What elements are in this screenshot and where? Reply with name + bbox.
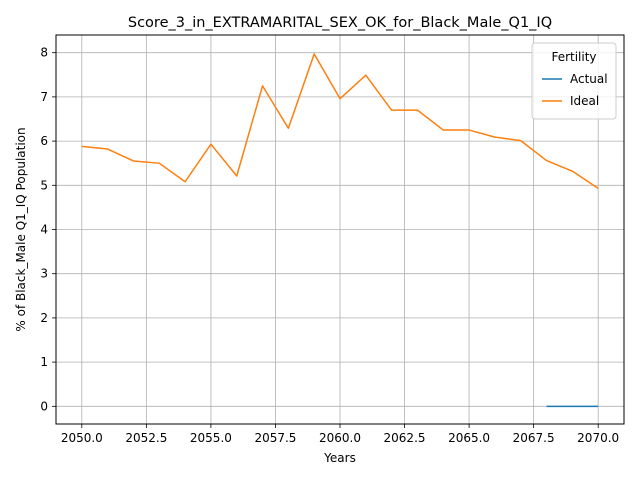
legend: Fertility Actual Ideal	[531, 42, 617, 120]
y-axis-label: % of Black_Male Q1_IQ Population	[14, 127, 28, 331]
chart-title: Score_3_in_EXTRAMARITAL_SEX_OK_for_Black…	[128, 15, 552, 31]
x-tick-label: 2057.5	[254, 431, 296, 445]
x-tick-label: 2050.0	[61, 431, 103, 445]
legend-box	[531, 42, 617, 120]
y-tick-label: 2	[40, 311, 48, 325]
y-tick-label: 7	[40, 90, 48, 104]
series-lines	[81, 53, 599, 408]
y-tick-label: 0	[40, 399, 48, 413]
x-tick-label: 2052.5	[125, 431, 167, 445]
legend-items: Actual Ideal	[542, 72, 608, 108]
x-tick-label: 2067.5	[513, 431, 555, 445]
x-axis-ticks: 2050.0 2052.5 2055.0 2057.5 2060.0 2062.5 2065…	[61, 424, 619, 445]
legend-title: Fertility	[551, 50, 596, 64]
x-axis-label: Years	[323, 451, 356, 465]
y-tick-label: 4	[40, 223, 48, 237]
y-tick-label: 1	[40, 355, 48, 369]
x-tick-label: 2062.5	[384, 431, 426, 445]
x-tick-label: 2055.0	[190, 431, 232, 445]
y-tick-label: 3	[40, 267, 48, 281]
y-tick-label: 5	[40, 178, 48, 192]
legend-label-actual: Actual	[570, 72, 608, 86]
x-tick-label: 2060.0	[319, 431, 361, 445]
x-tick-label: 2070.0	[577, 431, 619, 445]
x-tick-label: 2065.0	[448, 431, 490, 445]
series-line-ideal	[81, 53, 599, 190]
y-tick-label: 6	[40, 134, 48, 148]
y-axis-ticks: 0 1 2 3 4 5 6 7 8	[40, 46, 56, 413]
y-tick-label: 8	[40, 46, 48, 60]
legend-label-ideal: Ideal	[570, 94, 599, 108]
